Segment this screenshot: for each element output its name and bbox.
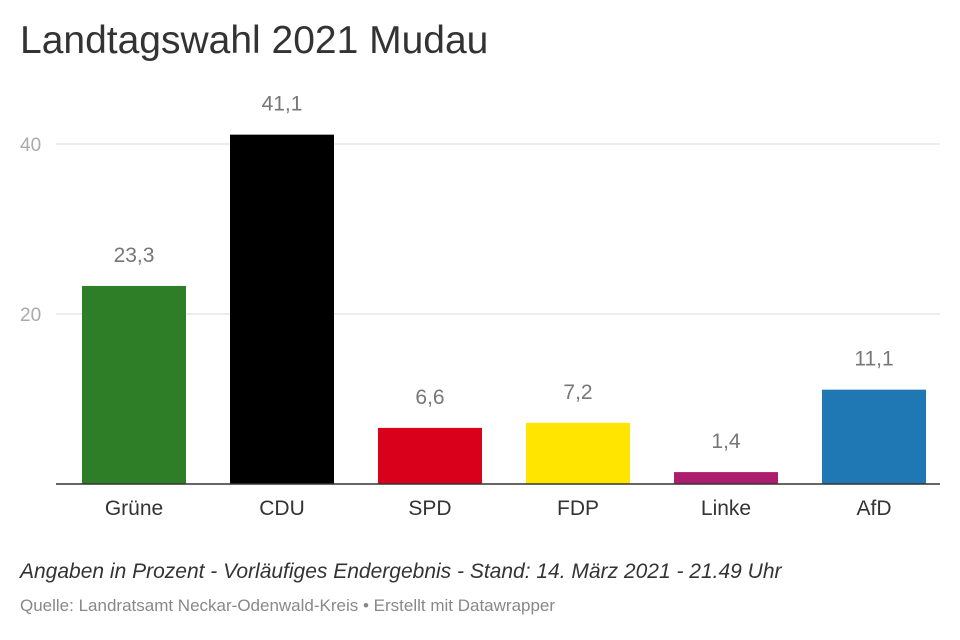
- bar: [822, 389, 926, 484]
- bar: [82, 285, 186, 484]
- value-label: 41,1: [262, 93, 303, 116]
- value-label: 23,3: [114, 244, 155, 267]
- x-tick-label: AfD: [856, 497, 891, 520]
- value-label: 7,2: [563, 381, 592, 404]
- value-label: 6,6: [415, 386, 444, 409]
- x-tick-label: Linke: [701, 497, 751, 520]
- x-tick-label: SPD: [408, 497, 451, 520]
- chart-title: Landtagswahl 2021 Mudau: [20, 19, 489, 62]
- chart-source: Quelle: Landratsamt Neckar-Odenwald-Krei…: [20, 596, 556, 615]
- chart-notes: Angaben in Prozent - Vorläufiges Enderge…: [20, 560, 782, 583]
- y-tick-label: 40: [20, 135, 41, 156]
- bar-chart: 20 40 23,3 Grüne 41,1 CDU 6,6 SPD 7,2 FDP 1,4 Linke…: [20, 93, 940, 520]
- value-label: 1,4: [711, 430, 741, 453]
- bar: [526, 422, 630, 484]
- value-label: 11,1: [854, 348, 893, 371]
- x-tick-label: FDP: [557, 497, 599, 520]
- bar: [230, 134, 334, 484]
- x-tick-label: Grüne: [105, 497, 163, 520]
- y-tick-label: 20: [20, 305, 41, 326]
- bar: [674, 472, 778, 484]
- bar: [378, 427, 482, 484]
- x-tick-label: CDU: [259, 497, 305, 520]
